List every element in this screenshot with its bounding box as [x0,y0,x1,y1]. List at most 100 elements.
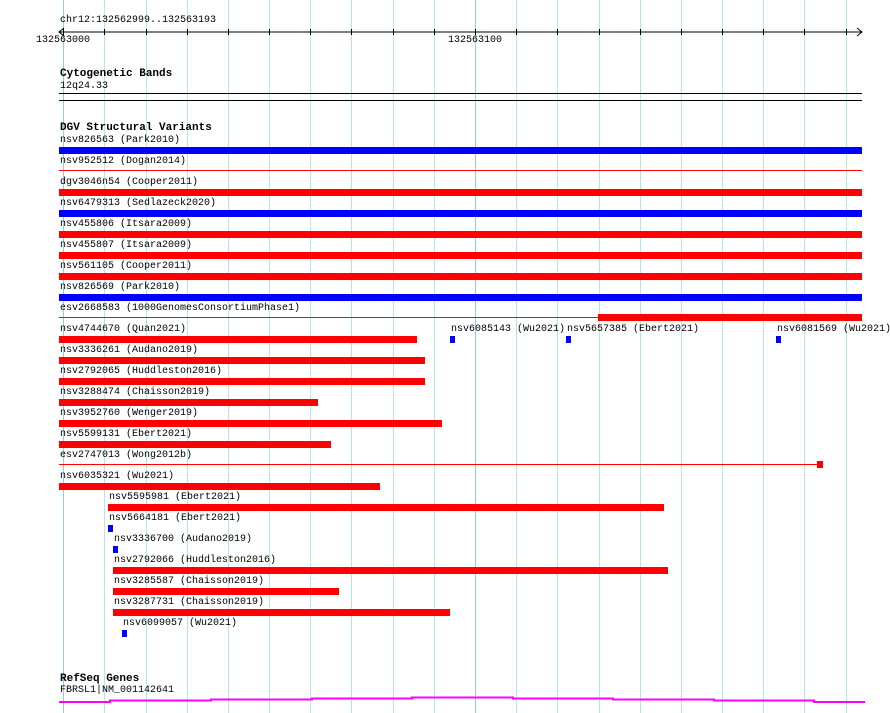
feature-label[interactable]: nsv3287731 (Chaisson2019) [114,597,265,608]
feature-bar[interactable] [113,588,339,595]
grid-line [516,0,517,713]
feature-label[interactable]: nsv5595981 (Ebert2021) [109,492,242,503]
cytoband-bottom-line [59,100,862,101]
feature-label[interactable]: esv2668583 (1000GenomesConsortiumPhase1) [60,303,301,314]
ruler-tick [599,29,600,35]
feature-bar[interactable] [59,483,380,490]
grid-line [310,0,311,713]
feature-bar[interactable] [108,525,113,532]
feature-bar[interactable] [598,314,862,321]
feature-line[interactable] [59,317,862,318]
gene-model[interactable] [0,690,890,710]
feature-bar[interactable] [776,336,781,343]
grid-line [63,0,64,713]
ruler-tick [516,29,517,35]
feature-bar[interactable] [59,441,331,448]
ruler-tick [475,29,476,35]
grid-line [187,0,188,713]
feature-label[interactable]: nsv6035321 (Wu2021) [60,471,175,482]
ruler-tick [846,29,847,35]
feature-label[interactable]: nsv4744670 (Quan2021) [60,324,187,335]
feature-label[interactable]: nsv561105 (Cooper2011) [60,261,193,272]
feature-label[interactable]: nsv952512 (Dogan2014) [60,156,187,167]
cytoband-top-line [59,93,862,94]
grid-line [146,0,147,713]
feature-label[interactable]: nsv5664181 (Ebert2021) [109,513,242,524]
feature-bar[interactable] [59,210,862,217]
ruler-tick [269,29,270,35]
ruler-tick [393,29,394,35]
grid-line [269,0,270,713]
feature-bar[interactable] [59,231,862,238]
feature-bar[interactable] [59,399,318,406]
feature-line[interactable] [59,464,817,465]
feature-bar[interactable] [113,609,450,616]
feature-bar[interactable] [59,336,417,343]
feature-bar[interactable] [113,567,668,574]
ruler-axis [58,27,863,37]
feature-bar[interactable] [59,147,862,154]
feature-bar[interactable] [122,630,127,637]
grid-line [351,0,352,713]
feature-bar[interactable] [108,504,664,511]
feature-label[interactable]: nsv3285587 (Chaisson2019) [114,576,265,587]
feature-bar[interactable] [450,336,455,343]
ruler-label: 132563000 [36,35,91,46]
feature-line[interactable] [59,170,862,171]
feature-label[interactable]: nsv455806 (Itsara2009) [60,219,193,230]
grid-line [804,0,805,713]
feature-bar[interactable] [59,273,862,280]
feature-bar[interactable] [59,378,425,385]
feature-label[interactable]: esv2747013 (Wong2012b) [60,450,193,461]
feature-label[interactable]: nsv3952760 (Wenger2019) [60,408,199,419]
ruler-tick [146,29,147,35]
feature-bar[interactable] [817,461,823,468]
feature-label[interactable]: nsv455807 (Itsara2009) [60,240,193,251]
gene-label[interactable]: FBRSL1|NM_001142641 [60,685,175,696]
feature-bar[interactable] [566,336,571,343]
feature-bar[interactable] [59,252,862,259]
feature-label[interactable]: nsv2792066 (Huddleston2016) [114,555,277,566]
grid-line [763,0,764,713]
grid-line [640,0,641,713]
ruler-tick [763,29,764,35]
ruler-tick [63,29,64,35]
feature-label[interactable]: dgv3046n54 (Cooper2011) [60,177,199,188]
feature-bar[interactable] [59,189,862,196]
feature-label[interactable]: nsv3288474 (Chaisson2019) [60,387,211,398]
ruler-tick [557,29,558,35]
feature-label[interactable]: nsv826569 (Park2010) [60,282,181,293]
ruler-tick [351,29,352,35]
feature-label[interactable]: nsv3336700 (Audano2019) [114,534,253,545]
feature-label[interactable]: nsv2792065 (Huddleston2016) [60,366,223,377]
ruler-label: 132563100 [448,35,503,46]
grid-line [434,0,435,713]
location-label: chr12:132562999..132563193 [60,15,217,26]
grid-line [393,0,394,713]
feature-label[interactable]: nsv6479313 (Sedlazeck2020) [60,198,217,209]
grid-line [846,0,847,713]
cytoband-label[interactable]: 12q24.33 [60,81,109,92]
cytoband-track-title: Cytogenetic Bands [60,68,173,80]
ruler-tick [104,29,105,35]
feature-bar[interactable] [59,294,862,301]
feature-label[interactable]: nsv6081569 (Wu2021) [777,324,890,335]
feature-label[interactable]: nsv6085143 (Wu2021) [451,324,566,335]
feature-bar[interactable] [59,420,442,427]
feature-bar[interactable] [59,357,425,364]
feature-label[interactable]: nsv3336261 (Audano2019) [60,345,199,356]
ruler-tick [228,29,229,35]
grid-line [722,0,723,713]
feature-label[interactable]: nsv5599131 (Ebert2021) [60,429,193,440]
ruler-tick [310,29,311,35]
feature-bar[interactable] [113,546,118,553]
grid-line [557,0,558,713]
ruler-tick [722,29,723,35]
feature-label[interactable]: nsv826563 (Park2010) [60,135,181,146]
ruler-tick [804,29,805,35]
ruler-tick [640,29,641,35]
grid-line [104,0,105,713]
feature-label[interactable]: nsv5657385 (Ebert2021) [567,324,700,335]
ruler-tick [187,29,188,35]
feature-label[interactable]: nsv6099057 (Wu2021) [123,618,238,629]
